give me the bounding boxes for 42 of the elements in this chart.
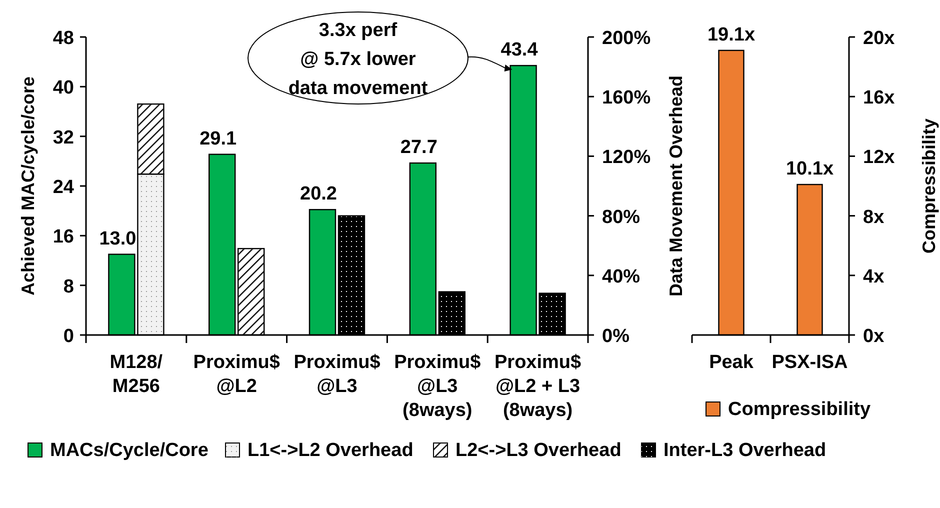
x-tick-label: Proximu$ @L3 [294,352,381,397]
legend-label: L2<->L3 Overhead [456,440,622,461]
data-label: 13.0 [99,228,136,250]
y2-tick-label: 0% [602,326,630,347]
y-tick-label: 0 [63,326,74,347]
data-label: 27.7 [400,137,438,158]
x-tick-label: Proximu$ @L2 + L3 (8ways) [494,352,582,421]
legend-label: MACs/Cycle/Core [50,440,208,461]
y2-tick-label: 0x [863,326,885,347]
y2-tick-label: 80% [602,206,640,228]
y-tick-label: 24 [52,177,74,198]
y2-tick-label: 20x [863,28,896,49]
x-tick-label: Proximu$ @L2 [193,352,280,397]
data-label: 29.1 [200,128,238,150]
y2-tick-label: 160% [602,88,651,109]
y-tick-label: 40 [52,78,74,99]
y2-tick-label: 8x [863,206,885,228]
y-tick-label: 32 [52,127,74,148]
y-tick-label: 16 [52,226,74,248]
y2-tick-label: 16x [863,88,896,109]
y2-tick-label: 12x [863,147,896,168]
data-label: 10.1x [786,158,834,180]
legend-label: Inter-L3 Overhead [664,440,826,461]
x-tick-label: M128/ M256 [110,352,164,397]
y-tick-label: 8 [63,276,74,298]
legend-label: L1<->L2 Overhead [248,440,414,461]
y-axis-title: Achieved MAC/cycle/core [18,76,38,296]
y2-axis-title: Compressibility [919,118,939,254]
annotation: 3.3x perf @ 5.7x lower data movement [288,20,428,99]
data-label: 19.1x [707,24,756,46]
data-label: 20.2 [300,184,337,205]
y-tick-label: 48 [52,28,74,49]
y2-tick-label: 4x [863,266,885,288]
x-tick-label: Peak [709,352,754,373]
x-tick-label: Proximu$ @L3 (8ways) [394,352,482,421]
y2-tick-label: 200% [602,28,651,49]
data-label: 43.4 [500,40,538,61]
y2-tick-label: 40% [602,266,640,288]
y2-tick-label: 120% [602,147,651,168]
y2-axis-title: Data Movement Overhead [666,75,686,297]
x-tick-label: PSX-ISA [772,352,848,373]
legend-label: Compressibility [728,399,871,420]
